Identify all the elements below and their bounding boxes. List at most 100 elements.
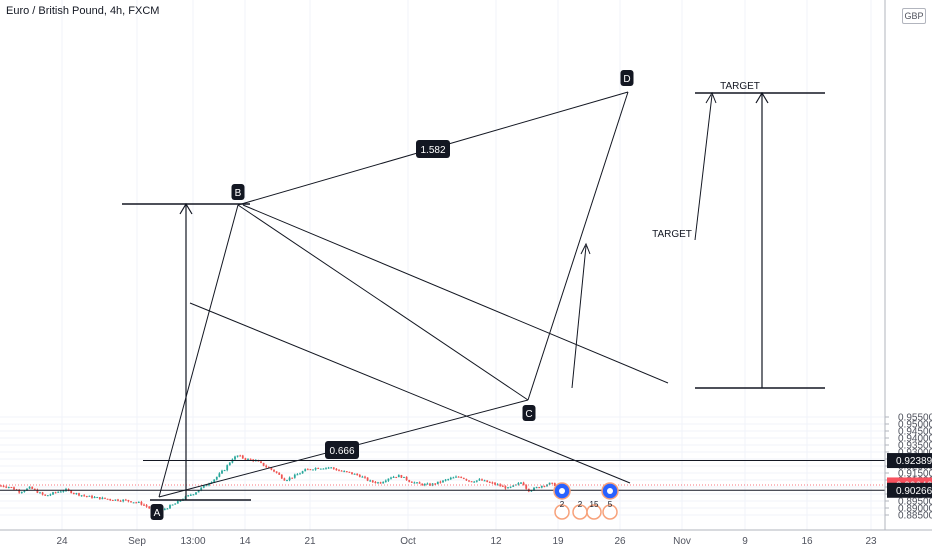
x-tick-label: 24 [56,536,68,547]
candle-body [345,471,348,473]
y-tick-label: 0.88500 [898,511,932,522]
candle-body [85,495,88,497]
x-tick-label: Nov [673,536,691,547]
price-tag-target-level: 0.92389 [896,456,932,467]
candle-body [434,483,437,485]
event-markers[interactable]: 2 2 15 5 [553,482,619,520]
x-tick-label: Oct [400,536,416,547]
candle-body [18,490,21,493]
candle-body [70,490,73,494]
candle-body [62,490,65,492]
candle-body [221,470,223,474]
candle-body [234,456,236,460]
x-tick-label: 9 [742,536,748,547]
candle-body [41,492,44,495]
candle-body [473,481,476,483]
candle-body [408,480,411,482]
candle-body [421,483,424,486]
candle-body [130,501,132,503]
candle-body [382,481,385,484]
candle-body [286,480,288,482]
arrow-to-target-low [571,245,587,389]
x-tick-label: 23 [865,536,877,547]
candle-body [312,469,314,471]
candle-body [98,497,101,500]
candle-body [104,497,106,499]
currency-badge[interactable]: GBP [902,8,926,24]
candle-body [109,499,112,501]
candle-body [530,490,533,492]
candle-body [78,493,80,496]
candle-body [135,502,138,504]
point-label-a: A [154,508,161,519]
candle-body [80,495,83,497]
candle-body [2,485,5,487]
candle-body [36,489,39,493]
point-label-bg [150,504,164,520]
price-tag-support-level: 0.90266 [896,486,932,497]
candle-body [119,500,122,502]
candle-body [522,482,525,486]
candle-body [59,491,62,493]
candle-body [114,499,117,501]
candle-body [23,490,26,492]
candle-body [304,469,307,472]
candle-body [179,500,182,502]
candle-body [356,473,359,476]
candle-body [455,476,457,478]
leg-cd [527,91,629,401]
point-label-b: B [235,188,242,199]
candle-body [275,471,278,473]
target-label-upper: TARGET [720,81,760,92]
candle-body [447,479,450,481]
candle-body [465,478,468,481]
x-tick-label: Sep [128,536,146,547]
candle-body [83,495,86,497]
point-label-bg [231,184,245,200]
candle-body [501,485,504,487]
candle-body [163,508,166,510]
candle-body [124,499,127,501]
candle-body [525,485,528,489]
candle-body [293,474,296,478]
candle-body [317,467,320,469]
candle-body [241,455,244,459]
channel-lower [189,302,631,484]
candle-body [91,495,93,498]
candle-body [44,494,47,496]
candle-body [371,480,374,482]
candle-body [280,474,283,479]
y-tick-label: 0.95000 [898,420,932,431]
candle-body [10,487,13,489]
candle-body [520,482,522,484]
candle-body [218,473,221,477]
event-marker [586,504,602,520]
candle-body [387,478,390,481]
candle-body [478,479,481,481]
candle-body [374,481,377,483]
target-label-lower: TARGET [652,229,692,240]
candle-body [288,477,291,481]
price-tag-bg [887,482,932,498]
candle-body [106,498,109,500]
candle-body [392,476,395,478]
candle-body [171,504,174,506]
candle-body [379,482,382,484]
candle-body [262,462,265,466]
candle-body [491,482,494,484]
x-tick-label: 16 [801,536,813,547]
candle-body [325,467,327,469]
event-marker [554,504,570,520]
arrowhead-target-high [705,91,717,104]
candle-body [195,492,197,495]
candle-body [75,493,78,495]
point-label-c: C [525,409,532,420]
y-tick-label: 0.89500 [898,497,932,508]
candle-body [143,504,145,506]
x-tick-label: 13:00 [180,536,205,547]
y-tick-label: 0.91500 [898,469,932,480]
candle-body [49,494,52,496]
candle-body [340,470,343,472]
candle-body [361,476,364,478]
